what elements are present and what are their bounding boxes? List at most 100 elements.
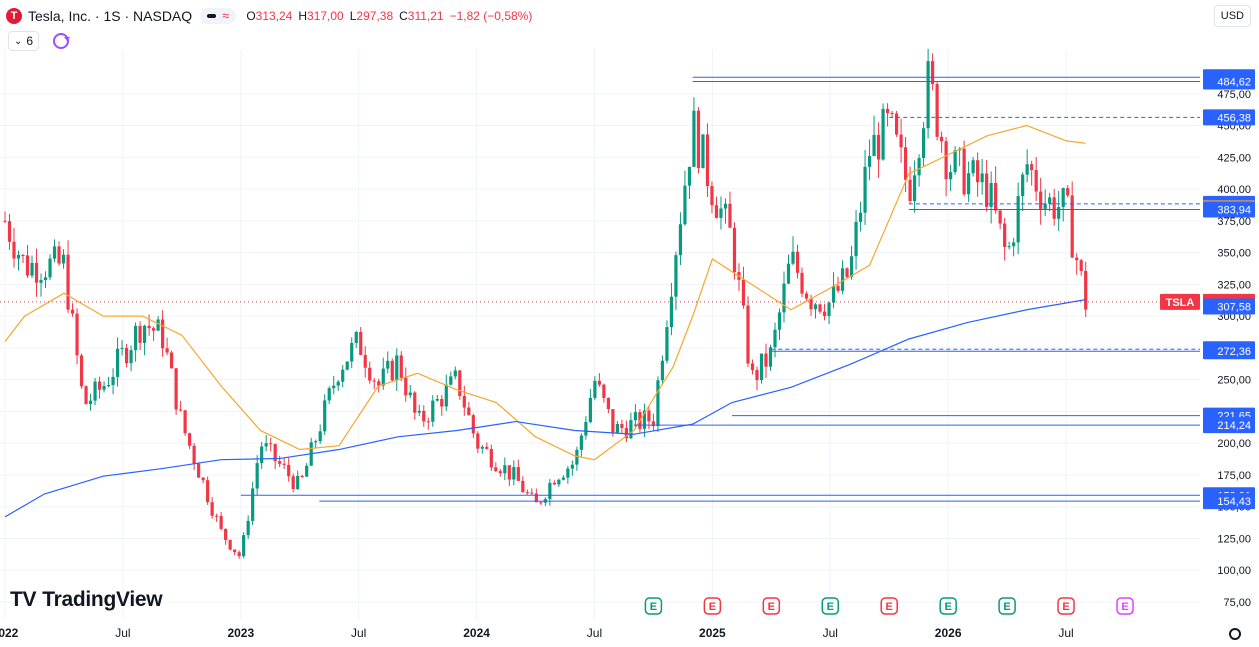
candle-up (296, 475, 300, 489)
candle-up (453, 370, 457, 377)
currency-button[interactable]: USD (1213, 5, 1251, 27)
earnings-event-icon[interactable] (703, 597, 722, 615)
earnings-event-icon[interactable] (1116, 597, 1134, 615)
candle-down (476, 433, 480, 449)
x-tick-label: 2026 (935, 626, 962, 640)
candle-down (962, 148, 966, 195)
candle-down (363, 354, 367, 368)
candle-down (458, 370, 462, 397)
candle-up (971, 160, 975, 174)
candle-up (872, 134, 876, 157)
candle-up (642, 410, 647, 429)
candle-up (16, 254, 21, 259)
candle-up (566, 468, 570, 478)
candle-up (827, 302, 831, 316)
y-tick-label: 475,00 (1217, 89, 1251, 101)
candle-down (210, 502, 214, 516)
earnings-event-icon[interactable] (821, 597, 840, 615)
y-tick-label: 175,00 (1217, 470, 1251, 482)
candle-down (647, 410, 651, 422)
price-tag-label: 154,43 (1217, 496, 1251, 508)
candle-down (390, 360, 394, 381)
candle-up (345, 361, 349, 370)
candle-down (894, 113, 899, 135)
candle-up (350, 342, 354, 362)
candle-down (498, 471, 502, 474)
candle-up (561, 477, 565, 480)
candle-down (822, 311, 827, 316)
minus-icon (207, 14, 217, 18)
candle-down (710, 186, 714, 206)
candle-down (174, 368, 178, 410)
candle-down (818, 304, 822, 312)
candle-up (444, 384, 448, 407)
earnings-event-label: E (1003, 601, 1010, 613)
candle-down (66, 254, 70, 310)
earnings-event-label: E (944, 601, 951, 613)
candle-up (831, 285, 836, 303)
candle-up (926, 61, 930, 129)
candle-up (683, 185, 687, 225)
candle-down (516, 467, 520, 481)
refresh-icon[interactable] (53, 33, 71, 49)
open-label: O (246, 9, 256, 23)
candle-down (440, 398, 444, 407)
candle-down (611, 409, 615, 433)
candle-up (30, 262, 34, 276)
candle-up (327, 388, 331, 401)
chart-style-toggle[interactable]: ≈ (200, 8, 237, 24)
candle-up (336, 381, 340, 386)
candle-up (246, 520, 250, 536)
price-tag-label: 214,24 (1217, 420, 1251, 432)
candle-up (813, 304, 818, 310)
candle-up (1007, 246, 1011, 248)
candle-down (1034, 170, 1038, 192)
open-value: 313,24 (255, 9, 293, 23)
indicators-collapse-button[interactable]: ⌄ 6 (8, 31, 40, 51)
gear-icon[interactable] (1229, 628, 1241, 640)
earnings-event-label: E (768, 601, 775, 613)
candle-up (791, 251, 795, 264)
candle-down (714, 205, 719, 218)
candle-up (386, 360, 390, 369)
earnings-event-icon[interactable] (939, 597, 957, 615)
candle-up (408, 392, 412, 396)
earnings-event-icon[interactable] (1057, 597, 1075, 615)
candle-down (890, 112, 894, 114)
y-tick-label: 250,00 (1217, 375, 1251, 387)
candle-up (52, 246, 57, 259)
candle-up (251, 488, 255, 521)
price-tag-label: 383,94 (1217, 204, 1251, 216)
x-tick-label: 2022 (0, 626, 19, 640)
earnings-event-icon[interactable] (880, 597, 898, 615)
candle-up (912, 175, 917, 202)
candle-up (840, 268, 845, 291)
candle-up (417, 410, 421, 413)
earnings-event-icon[interactable] (644, 597, 663, 615)
candle-down (467, 407, 471, 416)
earnings-event-icon[interactable] (762, 597, 781, 615)
candle-up (1012, 242, 1016, 247)
symbol-title[interactable]: Tesla, Inc. · 1S · NASDAQ (28, 8, 193, 24)
candle-up (669, 296, 674, 328)
candle-down (1039, 191, 1043, 209)
candle-up (323, 400, 327, 432)
moving-average-short (4, 124, 1086, 461)
candle-up (548, 482, 552, 500)
candle-up (120, 347, 124, 349)
earnings-event-icon[interactable] (998, 597, 1016, 615)
candle-down (404, 377, 408, 396)
x-tick-label: 2023 (227, 626, 254, 640)
candle-down (300, 475, 304, 477)
candle-down (804, 293, 809, 299)
candle-up (570, 464, 574, 469)
candle-down (836, 285, 840, 291)
candle-up (332, 385, 336, 389)
candle-up (949, 172, 953, 180)
candle-down (985, 173, 989, 207)
tradingview-logo[interactable]: TV TradingView (10, 588, 163, 612)
candle-down (552, 482, 556, 485)
candle-down (291, 476, 295, 489)
candle-down (7, 221, 12, 242)
